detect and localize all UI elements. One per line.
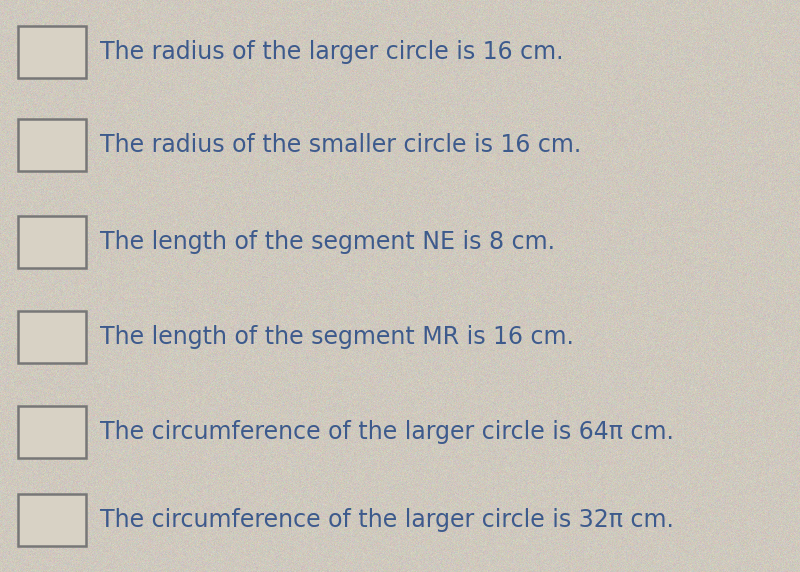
Text: The radius of the larger circle is 16 cm.: The radius of the larger circle is 16 cm… xyxy=(100,40,563,64)
Text: The circumference of the larger circle is 64π cm.: The circumference of the larger circle i… xyxy=(100,420,674,444)
Text: The length of the segment MR is 16 cm.: The length of the segment MR is 16 cm. xyxy=(100,325,574,349)
Bar xyxy=(18,216,86,268)
Bar xyxy=(18,494,86,546)
Bar xyxy=(18,119,86,171)
Bar xyxy=(18,406,86,458)
Text: The circumference of the larger circle is 32π cm.: The circumference of the larger circle i… xyxy=(100,508,674,532)
Bar xyxy=(18,26,86,78)
Text: The radius of the smaller circle is 16 cm.: The radius of the smaller circle is 16 c… xyxy=(100,133,582,157)
Text: The length of the segment NE is 8 cm.: The length of the segment NE is 8 cm. xyxy=(100,230,555,254)
Bar xyxy=(18,311,86,363)
